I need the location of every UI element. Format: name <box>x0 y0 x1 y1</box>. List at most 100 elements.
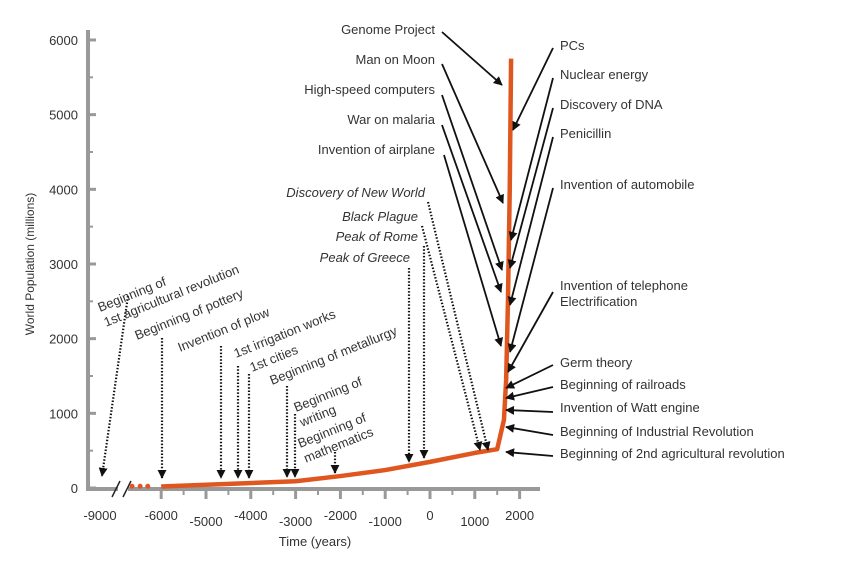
y-tick-label: 0 <box>71 481 78 496</box>
x-tick-label: 2000 <box>505 508 534 523</box>
annotation: Invention of plow <box>176 304 272 479</box>
annotation: Discovery of New World <box>286 185 491 451</box>
annotation: Nuclear energy <box>508 67 649 241</box>
annotation-arrow <box>505 405 554 415</box>
annotation-label: Peak of Greece <box>320 250 410 265</box>
y-axis-label: World Population (millions) <box>23 193 37 336</box>
annotation: Beginning of 2nd agricultural revolution <box>505 446 785 461</box>
annotation-label: Invention of Watt engine <box>560 400 700 415</box>
population-line <box>161 58 514 489</box>
annotation: Peak of Greece <box>320 250 414 463</box>
annotation-label: Invention of automobile <box>560 177 694 192</box>
annotation-label: Man on Moon <box>356 52 436 67</box>
annotation-line: Black Plague <box>342 209 418 224</box>
annotation-line: PCs <box>560 38 585 53</box>
y-tick-label: 1000 <box>49 406 78 421</box>
x-tick-label: -4000 <box>234 508 267 523</box>
annotation: Beginning of railroads <box>505 377 686 401</box>
annotation-line: Invention of Watt engine <box>560 400 700 415</box>
y-tick-label: 2000 <box>49 332 78 347</box>
x-tick-label: -1000 <box>369 514 402 529</box>
x-tick-label: 1000 <box>460 514 489 529</box>
axis-break-mark <box>111 480 121 498</box>
annotation-arrow <box>507 291 554 373</box>
annotation-arrow <box>505 386 554 401</box>
annotation: High-speed computers <box>304 82 504 271</box>
annotation-line: Electrification <box>560 294 637 309</box>
annotation-line: Penicillin <box>560 126 611 141</box>
annotation: Invention of Watt engine <box>505 400 700 415</box>
annotation-line: Beginning of 2nd agricultural revolution <box>560 446 785 461</box>
annotation: Black Plague <box>342 209 483 451</box>
annotation-label: Peak of Rome <box>336 229 418 244</box>
y-tick-label: 5000 <box>49 108 78 123</box>
x-tick-label: -9000 <box>83 508 116 523</box>
annotation: Peak of Rome <box>336 229 429 459</box>
annotation-arrow <box>441 31 503 86</box>
annotation-label: Black Plague <box>342 209 418 224</box>
y-tick-label: 3000 <box>49 257 78 272</box>
annotation: Beginning of Industrial Revolution <box>505 423 754 439</box>
data-point <box>137 483 143 489</box>
annotations: Beginning of1st agricultural revolutionB… <box>96 22 785 479</box>
annotation-label: Discovery of DNA <box>560 97 663 112</box>
annotation: Man on Moon <box>356 52 504 204</box>
annotation-label: Penicillin <box>560 126 611 141</box>
annotation-label: Invention of telephone Electrification <box>560 278 688 309</box>
annotation-line: Discovery of DNA <box>560 97 663 112</box>
annotation-line: Discovery of New World <box>286 185 425 200</box>
data-point <box>145 483 151 489</box>
annotation: Beginning of1st agricultural revolution <box>96 262 241 477</box>
y-tick-label: 6000 <box>49 33 78 48</box>
annotation-line: Man on Moon <box>356 52 436 67</box>
annotation-arrow <box>505 423 554 436</box>
annotation-arrow <box>420 225 483 451</box>
annotation-line: Peak of Greece <box>320 250 410 265</box>
axis-break-mark <box>122 480 132 498</box>
annotation-arrow <box>443 154 503 347</box>
annotation-arrow <box>441 63 504 204</box>
annotation-label: Discovery of New World <box>286 185 425 200</box>
annotation-arrow <box>507 107 554 269</box>
annotation: Germ theory <box>505 355 633 389</box>
annotation-label: High-speed computers <box>304 82 435 97</box>
annotation-line: Genome Project <box>341 22 435 37</box>
annotation-line: Invention of telephone <box>560 278 688 293</box>
annotation-line: Beginning of Industrial Revolution <box>560 424 754 439</box>
annotation-label: Genome Project <box>341 22 435 37</box>
annotation-arrow <box>512 47 554 131</box>
annotation: 1st cities <box>244 342 300 479</box>
annotation: Beginning of pottery <box>133 285 246 479</box>
x-tick-label: -3000 <box>279 514 312 529</box>
annotation-label: Beginning of 2nd agricultural revolution <box>560 446 785 461</box>
annotation-label: Nuclear energy <box>560 67 649 82</box>
x-axis-label: Time (years) <box>279 534 351 549</box>
x-tick-label: -6000 <box>145 508 178 523</box>
x-tick-label: -5000 <box>189 514 222 529</box>
annotation-label: PCs <box>560 38 585 53</box>
annotation-line: Nuclear energy <box>560 67 649 82</box>
annotation-label: Germ theory <box>560 355 633 370</box>
annotation: Penicillin <box>507 126 611 306</box>
annotation-arrow <box>98 295 130 477</box>
annotation: Invention of airplane <box>318 142 503 347</box>
annotation-label: Beginning of railroads <box>560 377 686 392</box>
annotation-arrow <box>507 187 554 353</box>
annotation: PCs <box>512 38 585 131</box>
annotation: Genome Project <box>341 22 503 86</box>
annotation: Invention of telephone Electrification <box>507 278 688 373</box>
annotation-arrow <box>505 448 554 458</box>
annotation-label: Beginning of Industrial Revolution <box>560 424 754 439</box>
series <box>129 58 514 489</box>
annotation-line: High-speed computers <box>304 82 435 97</box>
annotation-label: Invention of airplane <box>318 142 435 157</box>
y-tick-label: 4000 <box>49 182 78 197</box>
annotation-line: Germ theory <box>560 355 633 370</box>
annotation-arrow <box>441 94 504 271</box>
annotation-arrow <box>426 201 491 451</box>
annotation: War on malaria <box>347 112 503 293</box>
annotation-arrow <box>508 77 554 241</box>
annotation: Discovery of DNA <box>507 97 663 269</box>
annotation-line: Beginning of railroads <box>560 377 686 392</box>
